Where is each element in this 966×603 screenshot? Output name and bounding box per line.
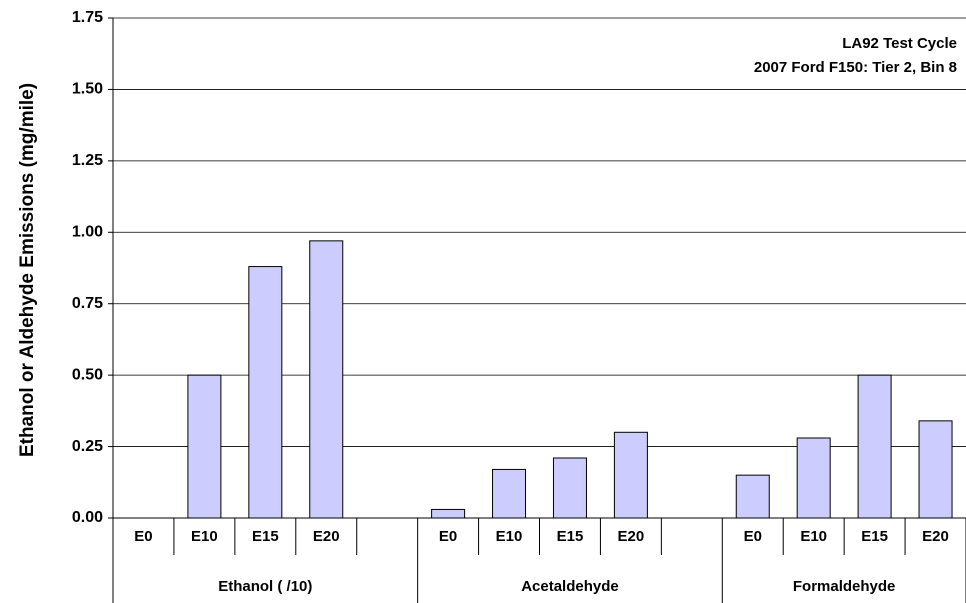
bar <box>431 508 466 519</box>
y-tick-label: 0.75 <box>72 295 103 312</box>
bar <box>187 374 222 519</box>
x-tick-label: E10 <box>496 528 523 545</box>
bar <box>248 266 283 519</box>
group-label: Acetaldehyde <box>521 578 619 595</box>
bar <box>552 457 587 519</box>
annotation: 2007 Ford F150: Tier 2, Bin 8 <box>754 59 957 76</box>
y-tick-label: 0.25 <box>72 438 103 455</box>
annotation: LA92 Test Cycle <box>842 35 957 52</box>
bar <box>735 474 770 519</box>
bar <box>918 420 953 519</box>
y-tick-label: 0.00 <box>72 509 103 526</box>
bar <box>492 468 527 519</box>
x-tick-label: E20 <box>618 528 645 545</box>
y-tick-label: 0.50 <box>72 366 103 383</box>
bar <box>613 431 648 519</box>
x-tick-label: E15 <box>557 528 584 545</box>
y-tick-label: 1.75 <box>72 9 103 26</box>
bar <box>309 240 344 519</box>
x-tick-label: E10 <box>800 528 827 545</box>
y-tick-label: 1.00 <box>72 224 103 241</box>
x-tick-label: E20 <box>922 528 949 545</box>
x-tick-label: E0 <box>439 528 457 545</box>
group-label: Ethanol ( /10) <box>218 578 312 595</box>
y-tick-label: 1.25 <box>72 152 103 169</box>
x-tick-label: E0 <box>134 528 152 545</box>
group-label: Formaldehyde <box>793 578 896 595</box>
x-tick-label: E15 <box>252 528 279 545</box>
x-tick-label: E20 <box>313 528 340 545</box>
x-tick-label: E15 <box>861 528 888 545</box>
y-axis-label: Ethanol or Aldehyde Emissions (mg/mile) <box>17 83 38 457</box>
y-tick-label: 1.50 <box>72 81 103 98</box>
x-tick-label: E0 <box>744 528 762 545</box>
bar <box>796 437 831 519</box>
x-tick-label: E10 <box>191 528 218 545</box>
bar <box>857 374 892 519</box>
